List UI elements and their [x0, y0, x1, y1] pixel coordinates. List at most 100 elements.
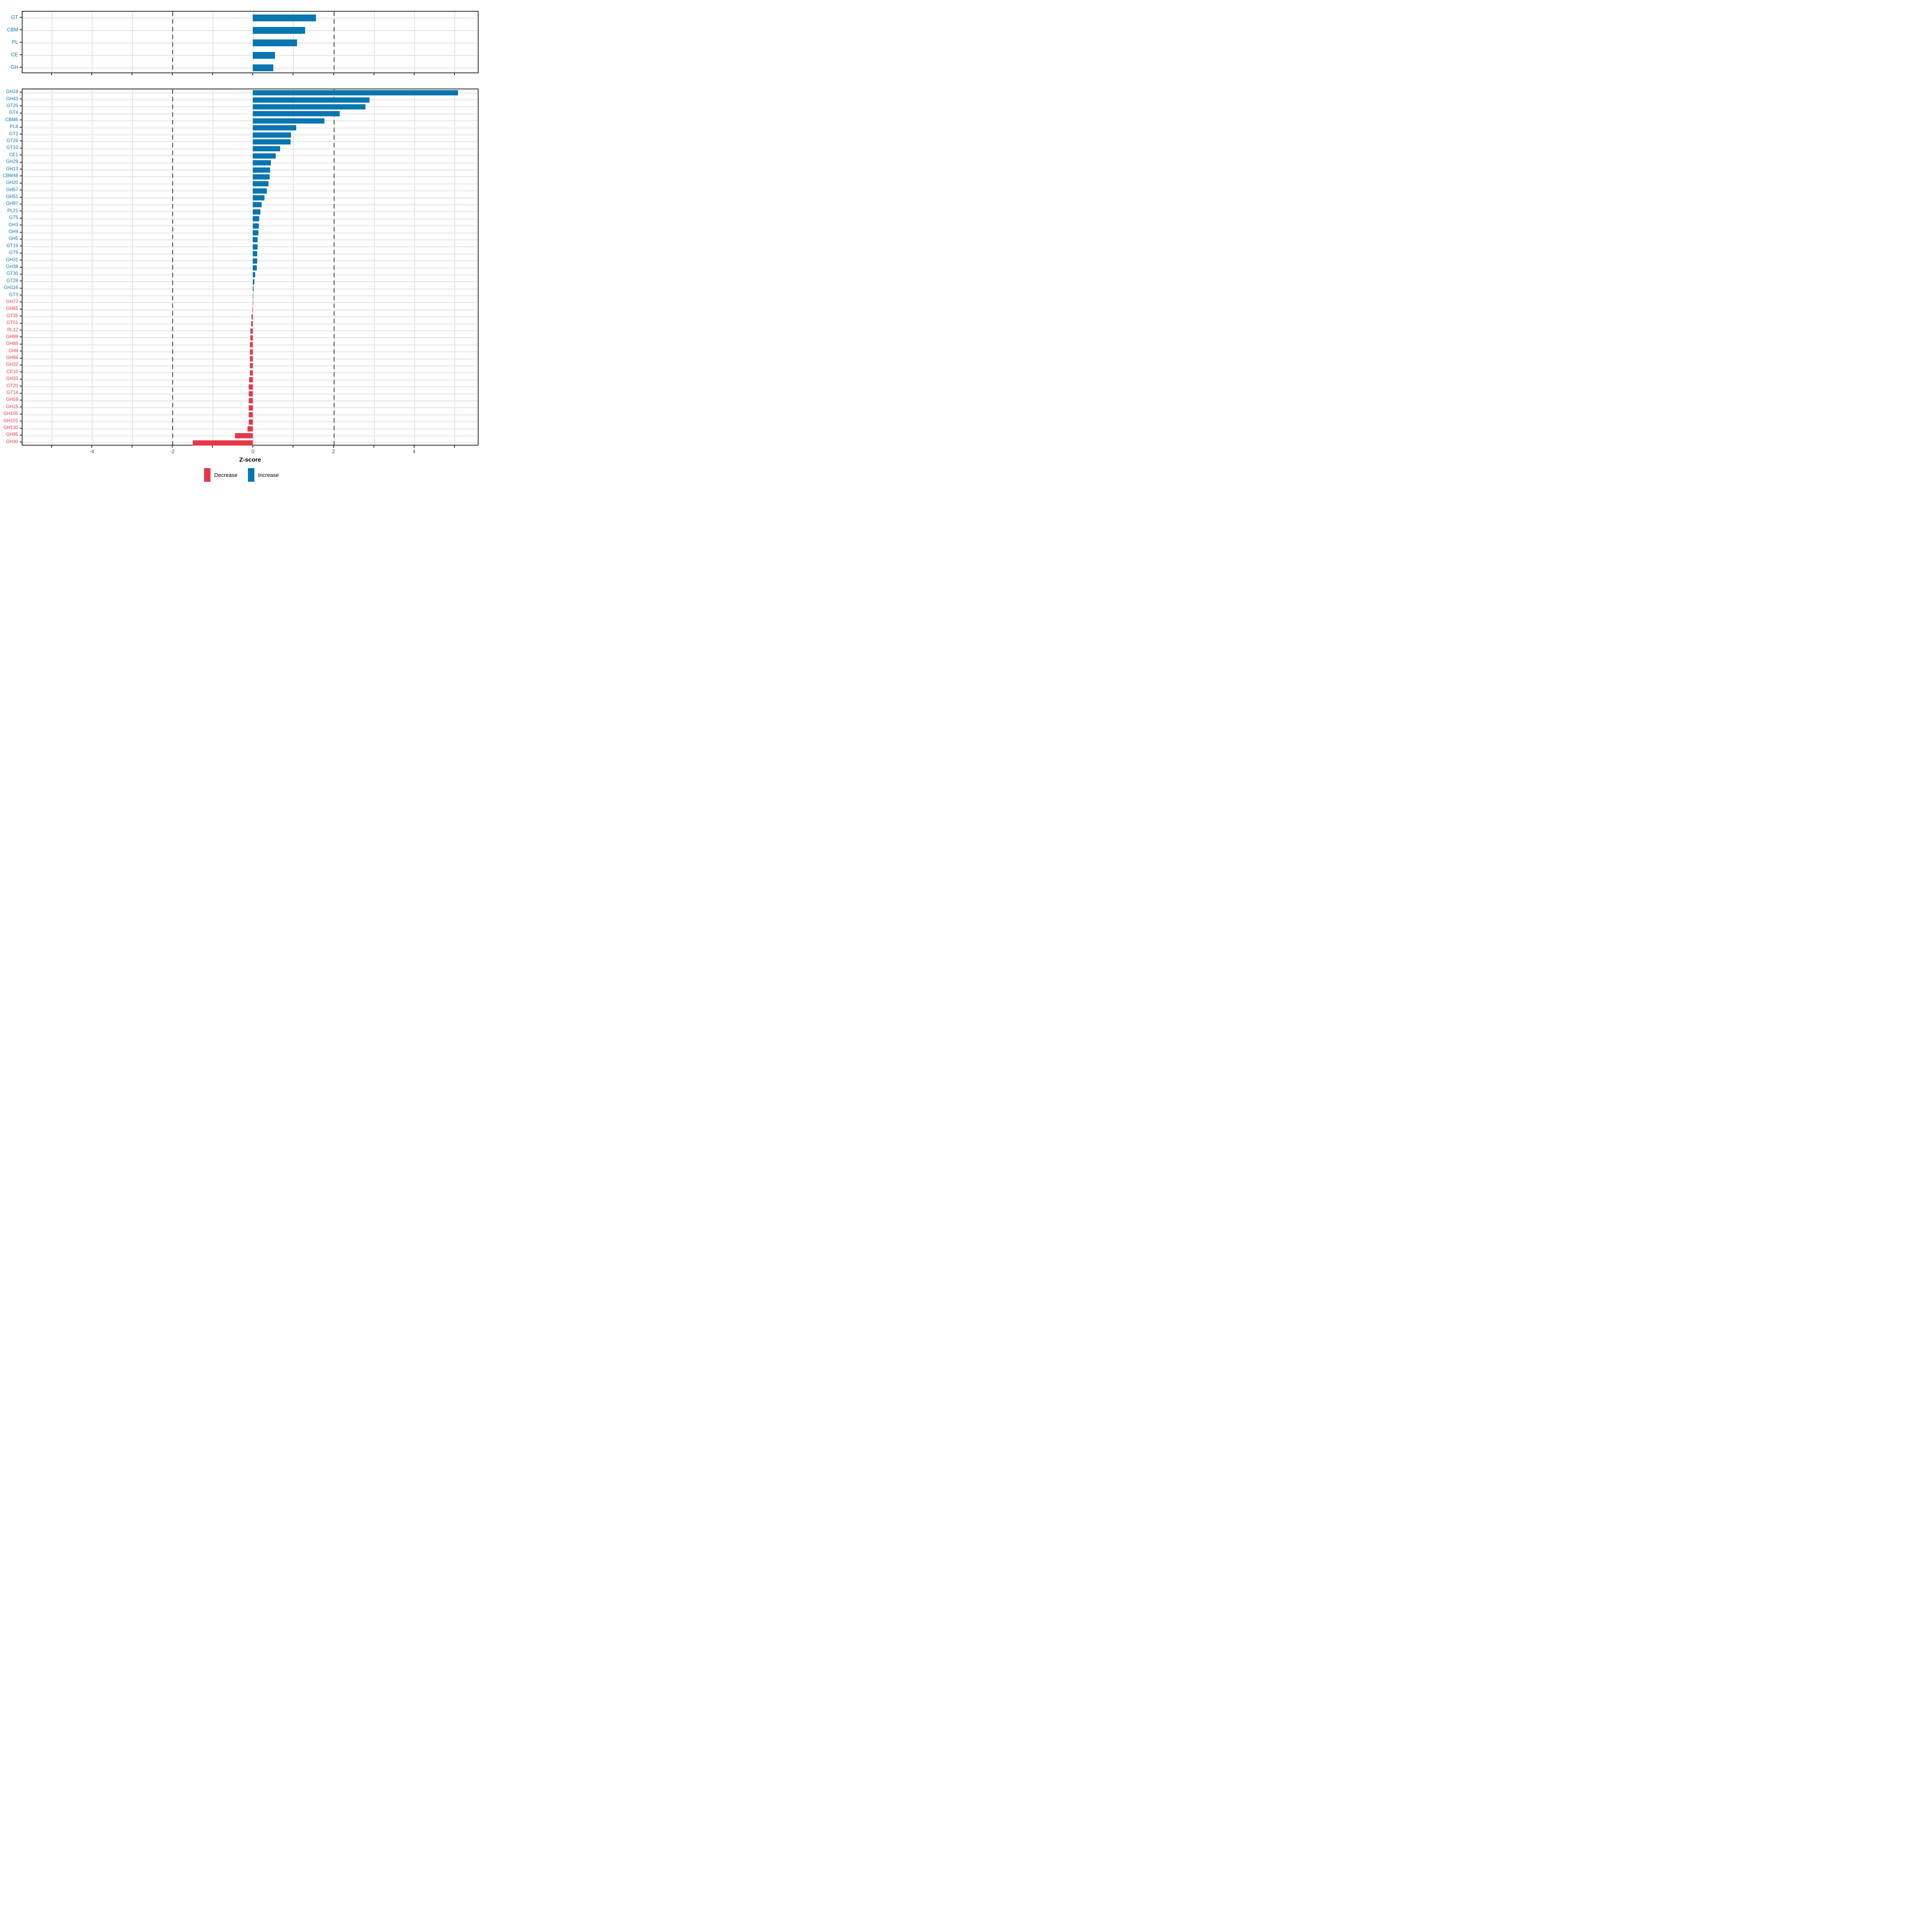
category-label-GT2: GT2	[9, 131, 18, 136]
bar-GT2	[253, 132, 291, 138]
row-gridline-GH97	[23, 204, 478, 205]
category-label-GH5: GH5	[8, 236, 18, 242]
bar-GH29	[253, 160, 271, 166]
y-tick-GH18	[20, 91, 22, 93]
row-gridline-GH5	[23, 239, 478, 240]
y-tick-GH38	[20, 266, 22, 268]
bar-GH101	[249, 419, 253, 425]
row-gridline-GH3	[23, 225, 478, 227]
bar-GT35	[252, 314, 253, 320]
bar-CBM48	[253, 174, 270, 180]
x-minor-tick-z-1	[212, 73, 213, 75]
bar-GH	[253, 64, 274, 71]
category-label-GT25: GT25	[6, 103, 18, 108]
y-tick-GT10	[20, 147, 22, 149]
category-label-GH18: GH18	[6, 89, 18, 95]
category-label-GT4: GT4	[9, 110, 18, 116]
y-tick-GT25	[20, 105, 22, 107]
row-gridline-GT2	[23, 134, 478, 136]
bar-GH95	[235, 433, 253, 439]
category-label-CBM6: CBM6	[5, 117, 18, 122]
category-label-GT9: GT9	[9, 250, 18, 256]
bar-GH116	[253, 286, 254, 292]
dashed-guide-z-2	[172, 89, 173, 445]
bar-GT14	[249, 391, 253, 397]
x-tick-label-4: 4	[413, 448, 416, 454]
x-minor-tick-z-5	[51, 446, 52, 448]
y-tick-GH51	[20, 196, 22, 198]
bar-CE10	[250, 370, 253, 376]
bar-GH38	[253, 265, 257, 270]
x-minor-tick-z-2	[172, 446, 173, 448]
y-tick-CBM48	[20, 175, 22, 177]
y-tick-CE	[20, 54, 22, 55]
category-label-GT30: GT30	[6, 271, 18, 277]
category-label-GT5: GT5	[9, 215, 18, 221]
y-tick-GH95	[20, 434, 22, 436]
row-gridline-CBM	[23, 30, 478, 31]
category-label-GH57: GH57	[6, 187, 18, 192]
y-tick-CBM	[20, 29, 22, 30]
bar-GH88	[250, 342, 253, 348]
bar-GT30	[253, 272, 256, 278]
bar-GH66	[250, 356, 253, 362]
row-gridline-GT3	[23, 295, 478, 297]
y-tick-GT51	[20, 322, 22, 324]
bar-CBM	[253, 27, 305, 34]
category-label-GH30: GH30	[6, 439, 18, 444]
bar-PL8	[253, 125, 297, 131]
y-tick-GH116	[20, 287, 22, 289]
x-minor-tick-z-4	[91, 446, 92, 448]
y-tick-GH88	[20, 343, 22, 345]
category-label-PL: PL	[12, 39, 18, 45]
bar-GT25	[253, 104, 365, 109]
category-label-GH8: GH8	[8, 348, 18, 353]
x-tick-label--2: -2	[170, 448, 175, 454]
row-gridline-GT	[23, 17, 478, 19]
bar-GH8	[250, 349, 253, 355]
bar-GT10	[253, 146, 281, 152]
row-gridline-CE1	[23, 155, 478, 157]
bar-GH33	[249, 377, 253, 383]
bar-PL12	[250, 328, 253, 334]
y-tick-GH99	[20, 336, 22, 338]
bar-GH97	[253, 202, 262, 208]
x-minor-tick-z2	[333, 446, 334, 448]
bar-GH15	[249, 405, 253, 411]
x-tick-label--4: -4	[89, 448, 94, 454]
category-label-CBM48: CBM48	[2, 173, 18, 178]
y-tick-GH130	[20, 427, 22, 429]
category-label-GH32: GH32	[6, 362, 18, 367]
bar-GT	[253, 14, 316, 21]
category-label-GH66: GH66	[6, 355, 18, 361]
legend-label-decrease: Decrease	[214, 472, 237, 478]
category-label-GH29: GH29	[6, 159, 18, 165]
x-axis-title: Z-score	[239, 456, 261, 463]
row-gridline-CBM6	[23, 120, 478, 122]
bar-GH105	[249, 412, 253, 418]
category-label-CE10: CE10	[6, 369, 18, 374]
category-label-GH88: GH88	[6, 341, 18, 347]
category-label-GT51: GT51	[6, 320, 18, 326]
category-label-GH95: GH95	[6, 432, 18, 438]
bar-CE1	[253, 153, 276, 159]
y-tick-GT4	[20, 112, 22, 114]
y-tick-GT26	[20, 140, 22, 142]
category-label-GH33: GH33	[6, 376, 18, 382]
category-label-GH116: GH116	[4, 285, 18, 291]
category-label-GH97: GH97	[6, 201, 18, 206]
bar-GH3	[253, 223, 259, 229]
bar-GT28	[253, 279, 255, 285]
row-gridline-GH57	[23, 190, 478, 192]
bar-GH32	[250, 363, 253, 369]
bar-GH20	[253, 181, 269, 187]
row-gridline-GH13	[23, 169, 478, 170]
row-gridline-GH31	[23, 260, 478, 262]
x-minor-tick-z4	[413, 446, 415, 448]
bar-GT4	[253, 111, 340, 117]
y-tick-GH105	[20, 413, 22, 415]
bar-GH57	[253, 188, 267, 194]
bar-GH30	[193, 440, 253, 446]
decrease-swatch-icon	[204, 468, 211, 482]
bar-GH65	[252, 307, 253, 313]
